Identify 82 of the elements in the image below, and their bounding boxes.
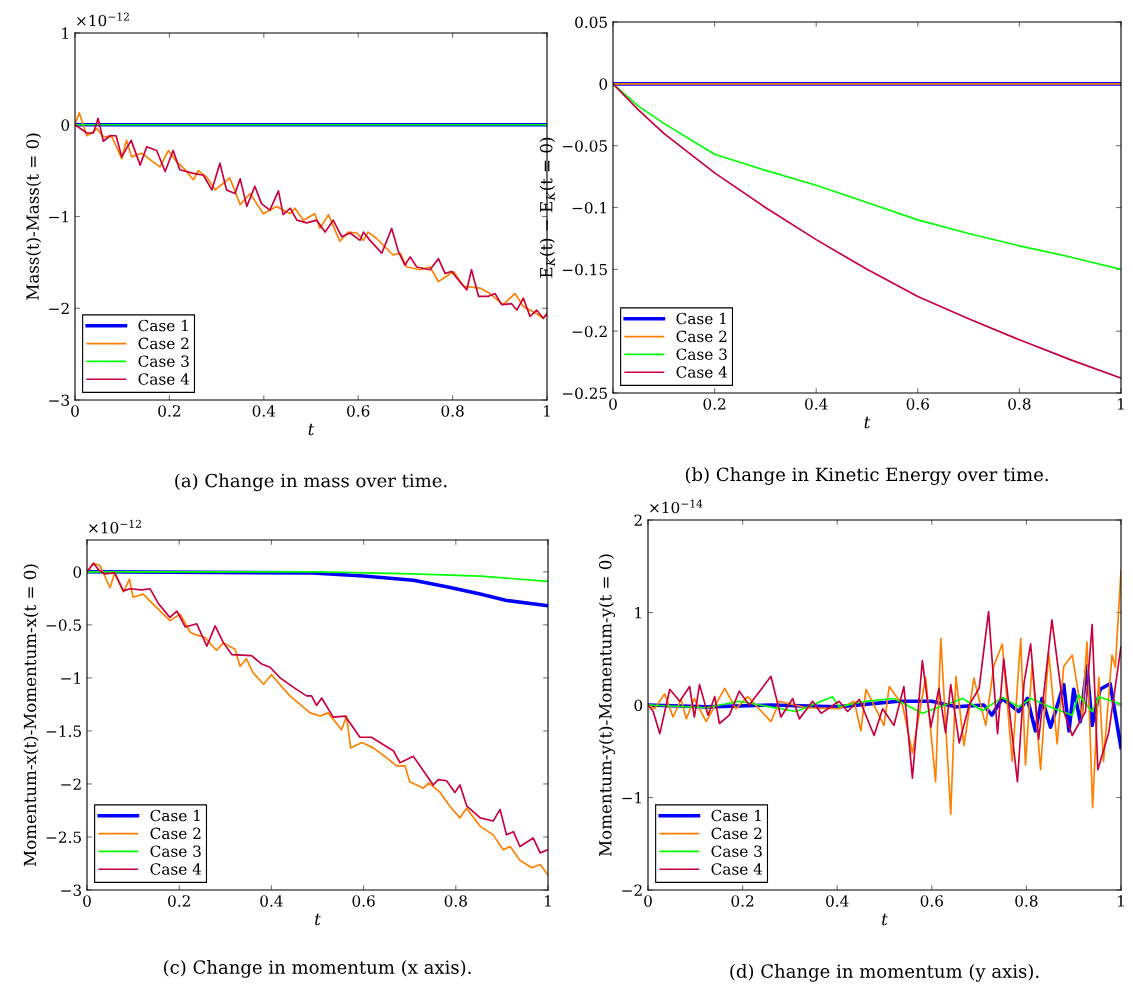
legend-label: Case 4 [711,863,763,875]
line-series [87,570,548,583]
y-tick-label: −0.2 [572,325,607,338]
y-axis-title: Momentum-y(t)-Momentum-y(t = 0) [598,554,616,857]
y-tick-label: −0.1 [572,201,606,214]
legend-label: Case 2 [150,827,201,840]
y-tick-label: −3 [49,394,69,407]
line-series [648,610,1121,783]
x-tick-label: 0.6 [920,895,943,907]
y-tick-label: −1.5 [46,725,81,737]
x-tick-label: 0 [609,398,617,410]
x-tick-label: 0 [644,895,652,907]
x-axis-title: t [882,913,888,926]
y-tick-label: 1 [62,27,68,39]
x-tick-label: 0.6 [347,405,370,417]
x-tick-label: 0.6 [352,895,375,907]
y-tick-label: −1 [61,672,80,684]
y-tick-label: 1 [635,606,641,619]
x-tick-label: 0.6 [906,398,929,410]
y-axis-title: Mass(t)-Mass(t = 0) [25,133,42,300]
x-tick-label: 0.4 [805,398,828,410]
line-series [613,82,1121,379]
legend-label: Case 4 [150,863,202,875]
text: (d) Change in momentum (y axis). [730,964,1039,982]
legend-label: Case 1 [711,809,761,822]
x-tick-label: 1 [544,405,550,417]
y-tick-label: −0.5 [46,619,81,631]
y-tick-label: 0 [599,78,608,90]
x-tick-label: 0.2 [703,398,726,410]
x-tick-label: 1 [545,895,551,907]
y-tick-label: 0.05 [575,16,607,29]
y-tick-label: −3 [61,884,81,897]
text: ×10$^{−12}$ [77,12,129,27]
y-axis-title: Momentum-x(t)-Momentum-x(t = 0) [23,564,39,867]
y-tick-label: −1 [622,791,641,804]
legend-label: Case 1 [676,312,726,325]
legend-label: Case 4 [138,373,190,385]
legend-label: Case 1 [150,809,200,822]
y-tick-label: −2 [61,778,81,790]
x-tick-label: 1 [1118,895,1124,907]
text: ×10$^{−12}$ [89,519,141,534]
x-tick-label: 0.8 [441,405,464,417]
legend-label: Case 1 [138,319,188,332]
text: ×10$^{−14}$ [650,499,703,514]
legend-label: Case 3 [711,845,762,857]
x-tick-label: 0.8 [1015,895,1038,907]
x-tick-label: 0.4 [826,895,849,907]
y-tick-label: 0 [73,566,82,578]
legend-label: Case 3 [138,355,189,367]
legend-label: Case 3 [676,348,727,360]
y-tick-label: −0.25 [562,387,607,400]
x-tick-label: 0.8 [444,895,467,907]
x-tick-label: 0.8 [1008,398,1031,410]
y-tick-label: −0.05 [562,140,607,152]
x-tick-label: 1 [1118,398,1124,410]
x-tick-label: 0.2 [168,895,190,907]
x-tick-label: 0 [83,895,91,907]
x-tick-label: 0.2 [158,405,181,417]
y-tick-label: −0.15 [562,263,607,276]
text: (b) Change in Kinetic Energy over time. [685,467,1048,485]
legend-label: Case 4 [676,366,728,378]
y-tick-label: 0 [634,699,643,712]
y-tick-label: 2 [634,514,642,526]
legend-label: Case 2 [138,337,189,350]
line-series [648,693,1121,717]
x-axis-title: t [315,913,321,926]
y-tick-label: −2 [49,302,69,315]
x-tick-label: 0.2 [731,895,754,907]
legend-label: Case 2 [676,330,727,343]
y-tick-label: −2.5 [46,831,81,843]
y-tick-label: −1 [49,210,68,223]
y-axis-title: E$_{K}$(t) − E$_{K}$(t = 0) [539,137,555,278]
y-tick-label: 0 [61,119,70,131]
text: (a) Change in mass over time. [175,473,447,492]
x-axis-title: t [308,423,315,436]
text: (c) Change in momentum (x axis). [164,960,471,978]
x-tick-label: 0.4 [260,895,283,907]
x-axis-title: t [864,416,871,429]
legend-label: Case 3 [150,845,201,857]
legend-label: Case 2 [711,827,762,840]
x-tick-label: 0.4 [252,405,276,417]
y-tick-label: −2 [622,884,642,896]
